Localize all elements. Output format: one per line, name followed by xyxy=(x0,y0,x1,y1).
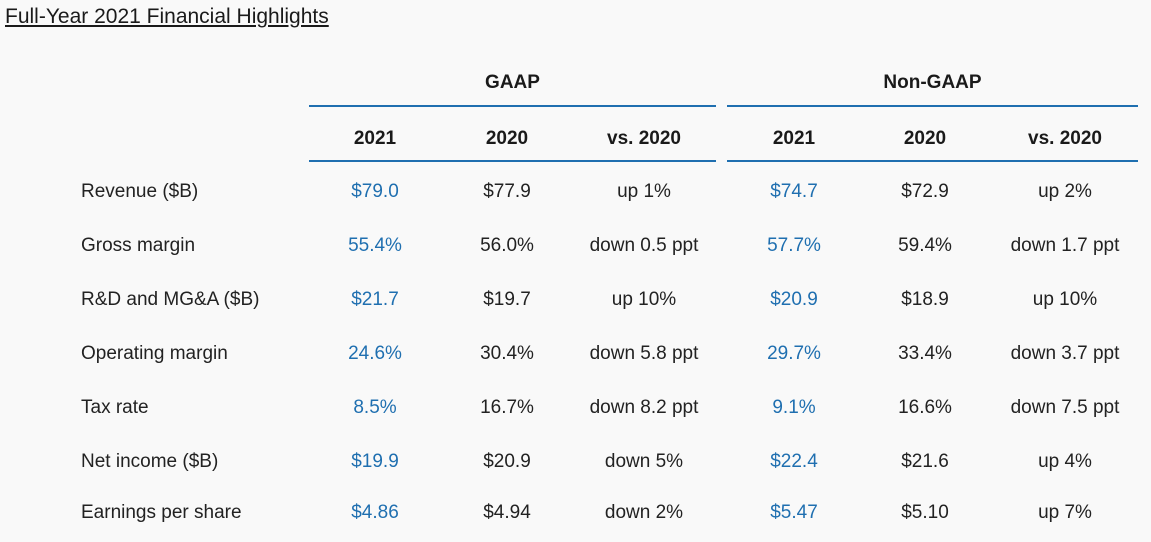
table-cell: $18.9 xyxy=(901,289,949,310)
table-row: Operating margin 24.6% 30.4% down 5.8 ppt 29… xyxy=(0,343,1151,373)
group-top-rule xyxy=(727,105,1138,107)
table-cell: up 10% xyxy=(1032,289,1098,310)
table-cell: down 7.5 ppt xyxy=(1010,397,1120,418)
table-cell: $72.9 xyxy=(901,181,949,202)
table-cell: 16.7% xyxy=(480,397,534,418)
table-cell: up 1% xyxy=(617,181,671,202)
table-cell: $21.7 xyxy=(351,289,399,310)
table-cell: up 7% xyxy=(1038,502,1092,523)
header-bottom-rule xyxy=(309,160,716,162)
table-cell: up 10% xyxy=(611,289,677,310)
column-header: 2020 xyxy=(903,128,947,149)
table-cell: 16.6% xyxy=(898,397,952,418)
table-cell: up 2% xyxy=(1038,181,1092,202)
table-cell: 30.4% xyxy=(480,343,534,364)
table-cell: $5.10 xyxy=(901,502,949,523)
group-header-non-gaap: Non-GAAP xyxy=(883,72,982,93)
row-label: Gross margin xyxy=(81,235,196,256)
table-cell: down 1.7 ppt xyxy=(1010,235,1120,256)
table-cell: $79.0 xyxy=(351,181,399,202)
group-top-rule xyxy=(309,105,716,107)
row-label: Earnings per share xyxy=(81,502,242,523)
column-header: vs. 2020 xyxy=(607,128,681,149)
table-cell: down 3.7 ppt xyxy=(1010,343,1120,364)
table-cell: $4.86 xyxy=(351,502,399,523)
table-cell: down 8.2 ppt xyxy=(589,397,699,418)
column-header: 2020 xyxy=(485,128,529,149)
table-cell: $19.9 xyxy=(351,451,399,472)
table-row: Tax rate 8.5% 16.7% down 8.2 ppt 9.1% 16.6% do… xyxy=(0,397,1151,427)
table-cell: 29.7% xyxy=(767,343,821,364)
column-header: 2021 xyxy=(772,128,816,149)
table-cell: 9.1% xyxy=(772,397,816,418)
table-cell: $19.7 xyxy=(483,289,531,310)
table-cell: $77.9 xyxy=(483,181,531,202)
table-cell: down 5.8 ppt xyxy=(589,343,699,364)
table-row: Net income ($B) $19.9 $20.9 down 5% $22.4 $21… xyxy=(0,451,1151,481)
table-row: Revenue ($B) $79.0 $77.9 up 1% $74.7 $72.9 up … xyxy=(0,181,1151,211)
column-header: vs. 2020 xyxy=(1028,128,1102,149)
table-row: Earnings per share $4.86 $4.94 down 2% $5.47… xyxy=(0,502,1151,532)
header-bottom-rule xyxy=(727,160,1138,162)
table-cell: $4.94 xyxy=(483,502,531,523)
table-cell: 55.4% xyxy=(348,235,402,256)
table-cell: 8.5% xyxy=(353,397,397,418)
row-label: R&D and MG&A ($B) xyxy=(81,289,260,310)
row-label: Net income ($B) xyxy=(81,451,219,472)
table-cell: $20.9 xyxy=(770,289,818,310)
table-cell: 24.6% xyxy=(348,343,402,364)
row-label: Operating margin xyxy=(81,343,228,364)
page-title-link[interactable]: Full-Year 2021 Financial Highlights xyxy=(5,5,329,28)
table-cell: 59.4% xyxy=(898,235,952,256)
table-cell: down 0.5 ppt xyxy=(589,235,699,256)
table-cell: $20.9 xyxy=(483,451,531,472)
row-label: Revenue ($B) xyxy=(81,181,199,202)
table-cell: $74.7 xyxy=(770,181,818,202)
table-cell: up 4% xyxy=(1038,451,1092,472)
table-cell: down 2% xyxy=(604,502,684,523)
table-cell: down 5% xyxy=(604,451,684,472)
table-cell: 57.7% xyxy=(767,235,821,256)
table-cell: $22.4 xyxy=(770,451,818,472)
row-label: Tax rate xyxy=(81,397,149,418)
table-cell: 33.4% xyxy=(898,343,952,364)
column-header: 2021 xyxy=(353,128,397,149)
table-cell: $21.6 xyxy=(901,451,949,472)
group-header-gaap: GAAP xyxy=(485,72,540,93)
table-row: R&D and MG&A ($B) $21.7 $19.7 up 10% $20.9 $1… xyxy=(0,289,1151,319)
table-cell: 56.0% xyxy=(480,235,534,256)
table-cell: $5.47 xyxy=(770,502,818,523)
table-row: Gross margin 55.4% 56.0% down 0.5 ppt 57.7% 5… xyxy=(0,235,1151,265)
